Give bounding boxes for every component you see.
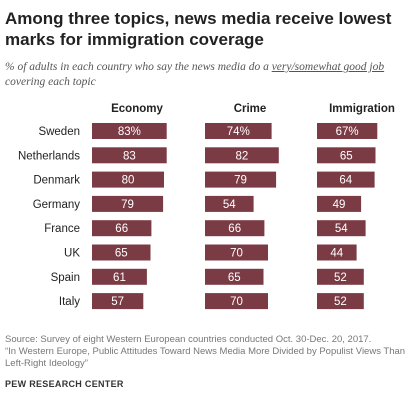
category-label: Italy — [59, 296, 80, 308]
data-label: 67% — [336, 126, 359, 138]
panel-header: Economy — [111, 103, 163, 115]
data-label: 74% — [227, 126, 250, 138]
bar — [205, 293, 268, 310]
source-line-2: “In Western Europe, Public Attitudes Tow… — [5, 346, 406, 369]
data-label: 70 — [230, 296, 243, 308]
data-label: 79 — [234, 175, 247, 187]
subtitle-text-start: % of adults in each country who say the … — [5, 61, 272, 73]
category-label: UK — [64, 248, 80, 260]
data-label: 64 — [339, 175, 352, 187]
bar — [317, 195, 362, 212]
data-label: 66 — [115, 223, 128, 235]
data-label: 80 — [122, 175, 135, 187]
bar — [317, 220, 366, 237]
source-line-1: Source: Survey of eight Western European… — [5, 334, 372, 345]
category-label: Netherlands — [18, 150, 80, 162]
bar — [92, 195, 164, 212]
category-label: Germany — [33, 199, 81, 211]
panel-header: Immigration — [329, 103, 395, 115]
bar — [205, 244, 268, 261]
bar — [205, 268, 264, 285]
data-label: 70 — [230, 248, 243, 260]
bar — [317, 171, 375, 188]
bar — [317, 147, 376, 164]
subtitle-underlined-text: very/somewhat good job — [271, 61, 385, 73]
bar-chart: Sweden Netherlands Denmark Germany France UK S… — [18, 103, 395, 310]
data-label: 54 — [335, 223, 348, 235]
bar — [317, 244, 357, 261]
bar — [205, 220, 265, 237]
data-label: 49 — [333, 199, 346, 211]
panel-header: Crime — [234, 103, 267, 115]
bar — [205, 147, 279, 164]
category-label: France — [44, 223, 80, 235]
bar — [205, 195, 254, 212]
data-label: 66 — [228, 223, 241, 235]
bar — [92, 244, 151, 261]
credit-line: PEW RESEARCH CENTER — [5, 379, 124, 389]
data-label: 54 — [223, 199, 236, 211]
category-label: Sweden — [38, 126, 80, 138]
data-label: 52 — [334, 296, 347, 308]
bar — [92, 268, 147, 285]
bar — [92, 220, 152, 237]
bar — [205, 123, 272, 139]
data-label: 79 — [121, 199, 134, 211]
category-label: Spain — [51, 272, 80, 284]
bar — [317, 293, 364, 310]
data-label: 83 — [123, 150, 136, 162]
data-label: 52 — [334, 272, 347, 284]
bar — [92, 123, 167, 139]
data-label: 65 — [228, 272, 241, 284]
data-label: 44 — [330, 248, 343, 260]
category-label: Denmark — [33, 175, 80, 187]
subtitle-text-end: covering each topic — [5, 76, 96, 88]
chart-title: Among three topics, news media receive l… — [5, 9, 392, 49]
bar — [92, 171, 164, 188]
data-label: 61 — [113, 272, 126, 284]
chart-subtitle: % of adults in each country who say the … — [5, 60, 410, 90]
bar — [205, 171, 277, 188]
data-label: 82 — [236, 150, 249, 162]
data-label: 65 — [340, 150, 353, 162]
source-note: Source: Survey of eight Western European… — [5, 334, 410, 370]
bar — [317, 268, 364, 285]
data-label: 83% — [118, 126, 141, 138]
bar — [317, 123, 378, 139]
data-label: 57 — [111, 296, 124, 308]
bar — [92, 147, 167, 164]
data-label: 65 — [115, 248, 128, 260]
bar — [92, 293, 144, 310]
